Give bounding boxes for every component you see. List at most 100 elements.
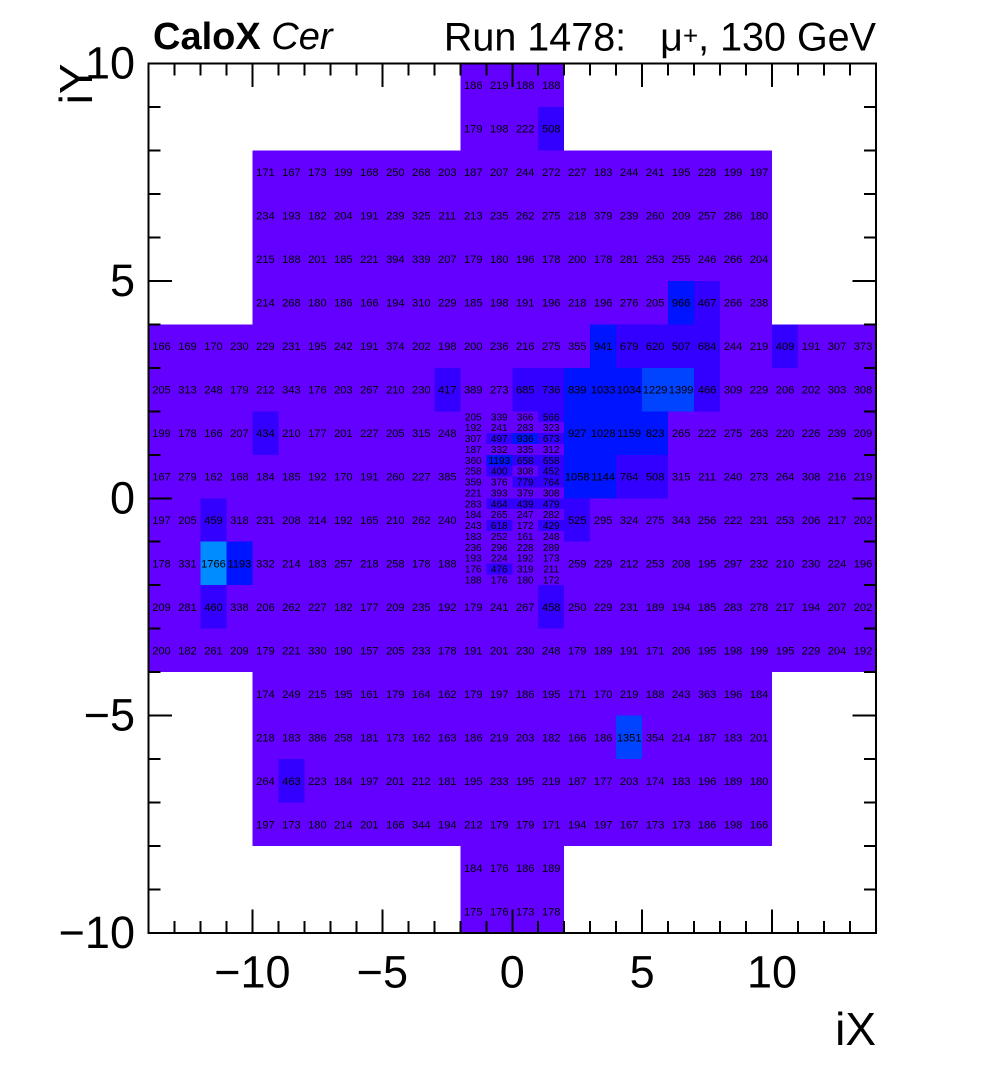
bin-value: 325 [412,211,431,223]
bin-value: 182 [334,602,353,614]
bin-value: 266 [724,254,743,266]
y-tick-label: 5 [110,255,135,306]
bin-value: 203 [620,776,639,788]
bin-value: 162 [412,732,431,744]
bin-value: 1766 [201,558,226,570]
bin-value: 195 [308,341,327,353]
bin-value-fine: 335 [517,445,534,456]
bin-value: 331 [178,558,197,570]
bin-value: 764 [620,472,639,484]
heatmap-cell-fine [512,498,539,510]
bin-value: 179 [464,602,483,614]
bin-value-fine: 1193 [489,456,511,467]
bin-value: 176 [490,863,509,875]
bin-value: 209 [230,645,249,657]
bin-value: 197 [490,689,509,701]
bin-value: 176 [490,906,509,918]
bin-value: 253 [646,558,665,570]
bin-value: 262 [516,211,535,223]
bin-value: 164 [412,689,431,701]
bin-value: 339 [412,254,431,266]
heatmap-cell [564,411,591,455]
bin-value: 525 [568,515,587,527]
bin-value: 343 [672,515,691,527]
bin-value: 182 [542,732,561,744]
bin-value: 178 [542,906,561,918]
bin-value: 229 [802,645,821,657]
bin-value: 179 [256,645,275,657]
heatmap-cell [668,280,695,325]
bin-value: 222 [698,428,717,440]
heatmap-cell [616,411,643,455]
bin-value: 202 [802,385,821,397]
bin-value: 268 [412,167,431,179]
bin-value: 379 [594,211,613,223]
bin-value: 210 [776,558,795,570]
bin-value: 217 [776,602,795,614]
detector-regions [148,63,876,933]
bin-value: 219 [854,472,873,484]
bin-value: 214 [256,298,275,310]
bin-value-fine: 296 [491,543,508,554]
bin-value: 184 [464,863,483,875]
bin-value: 209 [152,602,171,614]
bin-value: 308 [802,472,821,484]
bin-value-fine: 252 [491,532,508,543]
bin-value-fine: 205 [465,412,482,423]
bin-value-fine: 183 [465,532,482,543]
y-tick-label: 10 [85,38,135,89]
bin-value: 195 [542,689,561,701]
bin-value: 186 [698,819,717,831]
bin-value: 202 [854,602,873,614]
run-info-title: Run 1478: μ+, 130 GeV [444,16,877,60]
detector-region [252,672,773,847]
bin-value: 244 [620,167,639,179]
bin-value-fine: 247 [517,510,534,521]
bin-value-fine: 618 [491,521,508,532]
bin-value-fine: 936 [517,434,534,445]
bin-value: 736 [542,385,561,397]
bin-value: 258 [334,732,353,744]
bin-value: 183 [308,558,327,570]
bin-value: 463 [282,776,301,788]
heatmap-cell [642,367,669,412]
bin-value-fine: 307 [465,434,482,445]
bin-value: 199 [724,167,743,179]
bin-value-fine: 379 [517,488,534,499]
bin-value: 218 [568,298,587,310]
heatmap-cell-fine [486,498,513,510]
bin-value: 184 [334,776,353,788]
heatmap-cell-fine [486,454,513,466]
bin-value: 684 [698,341,717,353]
bin-value: 198 [724,819,743,831]
y-axis-title: iY [50,64,102,105]
bin-value: 181 [438,776,457,788]
bin-value: 218 [360,558,379,570]
bin-value: 226 [802,428,821,440]
bin-value: 263 [750,428,769,440]
bin-value: 191 [620,645,639,657]
bin-value: 941 [594,341,613,353]
heatmap-cell [616,715,643,760]
bin-value: 373 [854,341,873,353]
bin-value: 179 [464,124,483,136]
bin-value: 214 [282,558,301,570]
bin-value: 189 [594,645,613,657]
bin-value: 235 [490,211,509,223]
bin-value: 180 [308,298,327,310]
bin-value: 206 [672,645,691,657]
bin-value: 318 [230,515,249,527]
x-tick-label: −10 [214,947,290,998]
bin-value: 196 [542,298,561,310]
bin-value: 315 [412,428,431,440]
bin-value: 324 [620,515,639,527]
bin-value: 250 [386,167,405,179]
bin-value: 207 [828,602,847,614]
bin-value: 268 [282,298,301,310]
bin-value: 166 [386,819,405,831]
bin-value: 163 [438,732,457,744]
bin-value: 174 [646,776,665,788]
heatmap-cell [512,367,539,412]
heatmap-cell-fine [486,433,513,444]
